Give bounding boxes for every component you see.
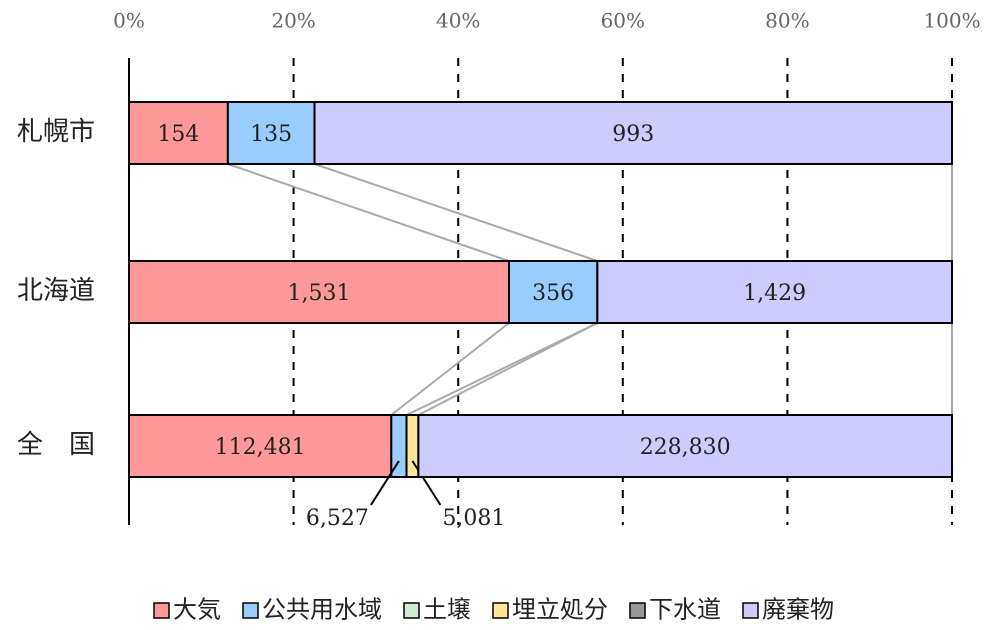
x-tick-label: 20%: [271, 9, 315, 33]
value-label: 135: [250, 122, 292, 147]
bar-segment: [313, 101, 953, 165]
leader-line: [370, 460, 400, 506]
connector: [390, 322, 510, 416]
value-label: 6,527: [306, 506, 369, 531]
value-label: 154: [157, 122, 199, 147]
value-label: 356: [532, 281, 574, 306]
value-label: 1,429: [743, 281, 806, 306]
value-label: 1,531: [287, 281, 350, 306]
connector: [227, 163, 510, 262]
value-label: 5,081: [442, 506, 505, 531]
x-tick-label: 80%: [765, 9, 809, 33]
legend-label: 大気: [173, 596, 221, 624]
legend-swatch: [492, 602, 509, 619]
legend-label: 公共用水域: [262, 596, 382, 624]
x-tick-label: 60%: [601, 9, 645, 33]
connector: [417, 322, 598, 416]
value-label: 112,481: [215, 435, 306, 460]
x-tick-label: 0%: [113, 9, 145, 33]
bar-segment: [596, 260, 953, 324]
value-label: 228,830: [640, 435, 731, 460]
connector: [314, 163, 598, 262]
category-label: 全 国: [17, 430, 95, 460]
leader-line: [411, 460, 442, 506]
legend: 大気 公共用水域 土壌 埋立処分 下水道 廃棄物: [153, 596, 834, 624]
legend-label: 下水道: [649, 596, 721, 624]
legend-swatch: [403, 602, 420, 619]
legend-label: 埋立処分: [512, 596, 608, 624]
legend-label: 土壌: [423, 596, 471, 624]
legend-swatch: [153, 602, 170, 619]
value-label: 993: [612, 122, 654, 147]
x-tick-label: 100%: [923, 9, 980, 33]
legend-swatch: [742, 602, 759, 619]
bar-segment: [417, 414, 953, 478]
bar-segment: [507, 260, 599, 324]
legend-swatch: [242, 602, 259, 619]
bar-segment: [128, 260, 510, 324]
legend-swatch: [629, 602, 646, 619]
legend-label: 廃棄物: [762, 596, 834, 624]
category-label: 札幌市: [17, 117, 95, 147]
bar-segment: [128, 101, 229, 165]
bar-segment: [128, 414, 393, 478]
x-tick-label: 40%: [436, 9, 480, 33]
category-label: 北海道: [17, 276, 95, 306]
